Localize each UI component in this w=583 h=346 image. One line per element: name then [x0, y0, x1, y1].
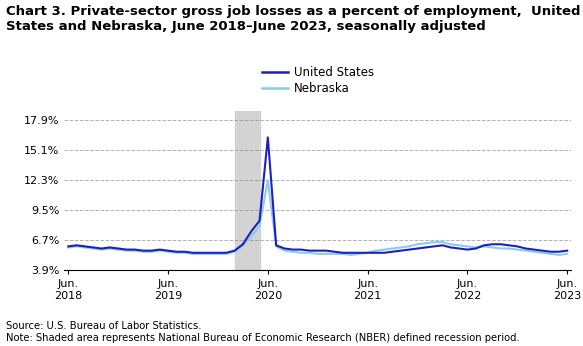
Text: Chart 3. Private-sector gross job losses as a percent of employment,  United
Sta: Chart 3. Private-sector gross job losses…: [6, 5, 580, 33]
Bar: [234, 111, 259, 270]
Text: Source: U.S. Bureau of Labor Statistics.
Note: Shaded area represents National B: Source: U.S. Bureau of Labor Statistics.…: [6, 321, 519, 343]
Legend: United States, Nebraska: United States, Nebraska: [262, 66, 374, 95]
